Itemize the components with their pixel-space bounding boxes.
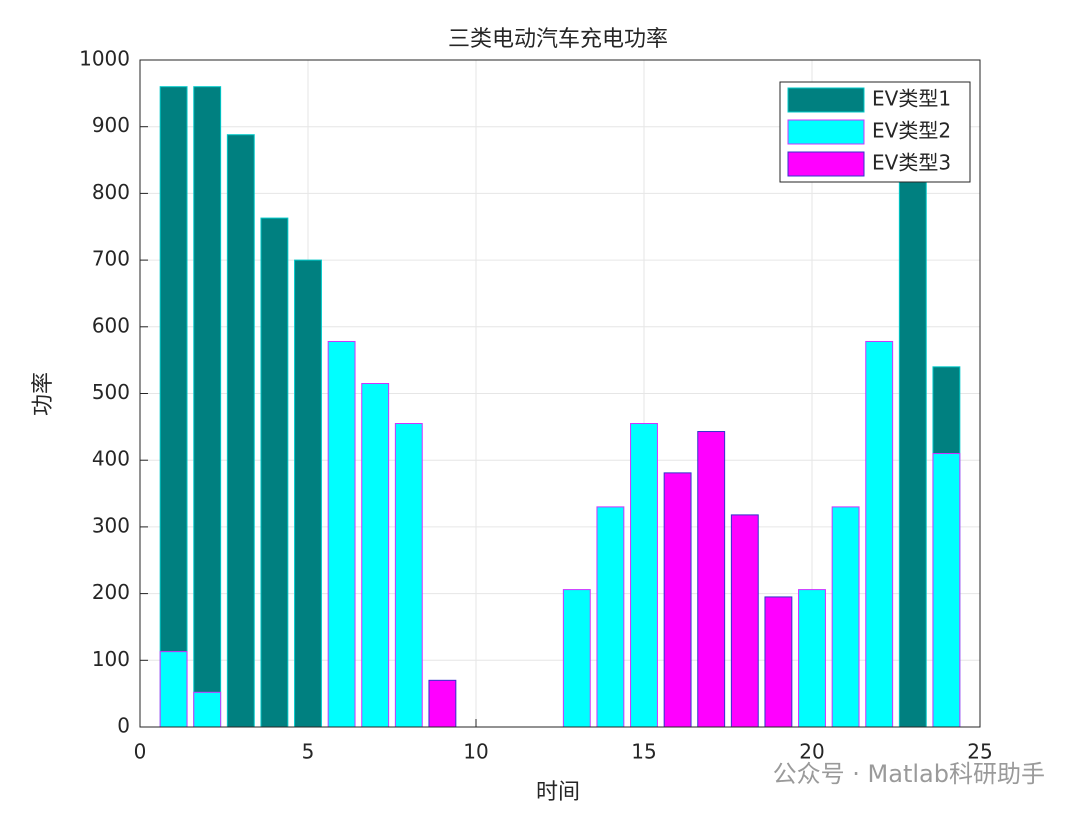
bar <box>260 217 289 728</box>
x-tick-label: 25 <box>967 740 992 764</box>
bar <box>294 259 322 728</box>
bar <box>596 506 625 728</box>
x-tick-label: 10 <box>463 740 488 764</box>
y-tick-label: 800 <box>92 180 130 204</box>
y-tick-label: 700 <box>92 247 130 271</box>
legend-swatch <box>787 119 865 145</box>
bar <box>764 596 793 728</box>
bar <box>361 382 390 728</box>
legend-label: EV类型3 <box>872 151 951 175</box>
y-tick-label: 100 <box>92 647 130 671</box>
bar <box>831 506 860 728</box>
bar <box>630 423 658 728</box>
y-tick-label: 1000 <box>79 47 130 71</box>
y-tick-label: 500 <box>92 380 130 404</box>
y-tick-label: 0 <box>117 714 130 738</box>
x-tick-label: 15 <box>631 740 656 764</box>
legend-label: EV类型2 <box>872 119 951 143</box>
bar <box>663 472 692 728</box>
bar <box>798 589 826 728</box>
bar <box>159 86 188 728</box>
chart-title: 三类电动汽车充电功率 <box>448 27 668 52</box>
y-tick-label: 600 <box>92 313 130 337</box>
y-tick-label: 400 <box>92 447 130 471</box>
plot-frame <box>139 59 981 728</box>
x-tick-label: 0 <box>134 740 147 764</box>
legend-swatch <box>787 87 865 113</box>
bar <box>193 86 222 728</box>
bar <box>932 453 961 728</box>
bar <box>327 340 356 728</box>
bar <box>428 679 457 728</box>
bar <box>562 589 591 728</box>
watermark: 公众号 · Matlab科研助手 <box>773 760 1045 788</box>
x-tick-label: 5 <box>302 740 315 764</box>
x-axis-label: 时间 <box>536 780 580 805</box>
x-tick-label: 20 <box>799 740 824 764</box>
legend-label: EV类型1 <box>872 87 951 111</box>
y-axis-label: 功率 <box>31 372 56 416</box>
bar <box>865 340 894 728</box>
bar <box>730 514 759 728</box>
bar <box>226 134 255 728</box>
bar <box>898 86 927 728</box>
y-tick-label: 300 <box>92 513 130 537</box>
y-tick-label: 200 <box>92 580 130 604</box>
y-tick-label: 900 <box>92 113 130 137</box>
bar <box>697 431 726 728</box>
bar <box>193 691 222 728</box>
bar <box>159 651 188 728</box>
bar <box>394 423 423 728</box>
legend-swatch <box>787 151 865 177</box>
